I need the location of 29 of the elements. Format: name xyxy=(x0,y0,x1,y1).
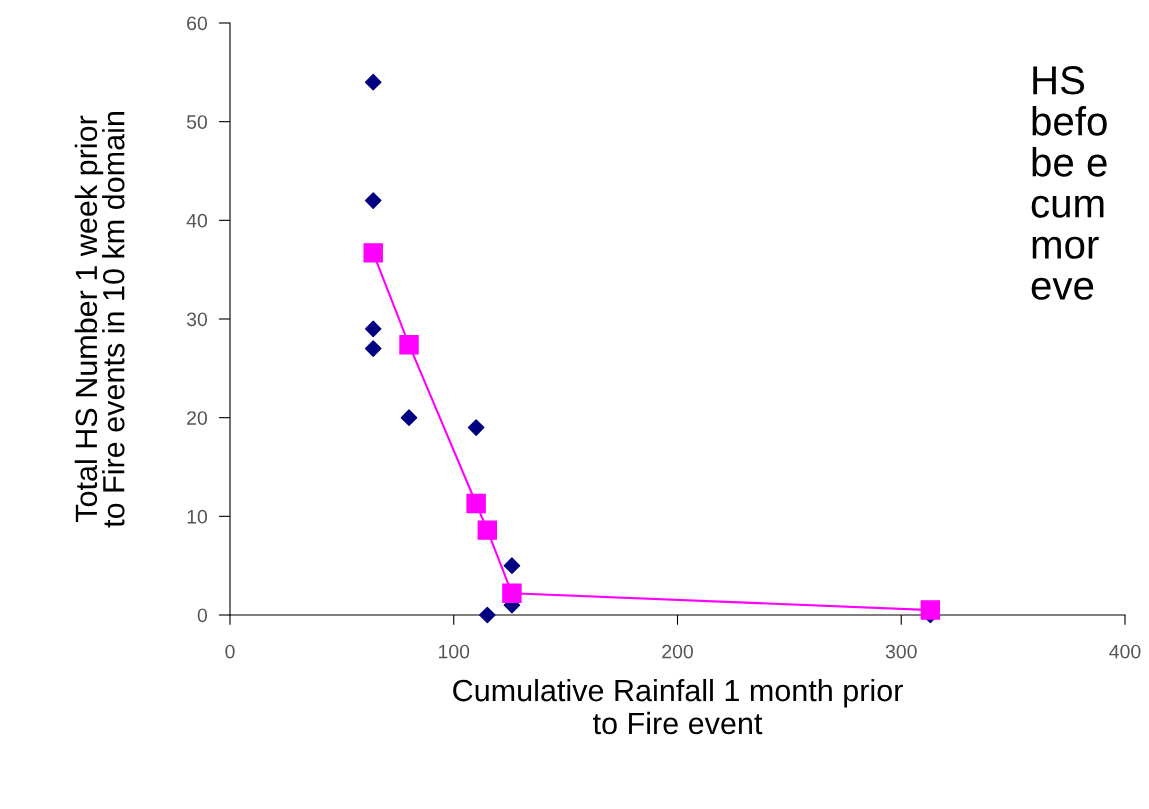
y-tick-label: 10 xyxy=(187,509,208,524)
y-axis-title: Total HS Number 1 week prior to Fire events in 10 km domain xyxy=(74,112,125,528)
y-tick-label: 40 xyxy=(186,213,208,228)
point xyxy=(364,73,382,91)
annotation: HS befo be e cum mor eve xyxy=(1031,66,1107,300)
x-tick-label: 100 xyxy=(439,644,470,659)
point xyxy=(502,583,522,604)
y-tick-label: 0 xyxy=(197,608,208,623)
point xyxy=(399,334,419,355)
point xyxy=(920,600,941,620)
point xyxy=(364,340,382,357)
point xyxy=(503,557,521,574)
y-tick-label: 20 xyxy=(187,411,208,425)
x-axis-title: Cumulative Rainfall 1 month prior to Fire event xyxy=(453,678,903,735)
y-tick-label: 30 xyxy=(186,312,208,327)
point xyxy=(364,192,382,209)
point xyxy=(466,493,486,514)
x-tick-label: 0 xyxy=(225,644,235,659)
y-tick-label: 60 xyxy=(187,16,208,31)
point xyxy=(467,419,485,436)
y-tick-label: 50 xyxy=(186,115,208,129)
point xyxy=(479,606,496,624)
x-tick-label: 400 xyxy=(1109,644,1141,659)
x-tick-label: 300 xyxy=(885,644,917,659)
x-tick-label: 200 xyxy=(662,644,693,659)
point xyxy=(400,409,418,426)
point xyxy=(477,520,498,540)
point xyxy=(364,320,382,338)
point xyxy=(363,243,383,263)
